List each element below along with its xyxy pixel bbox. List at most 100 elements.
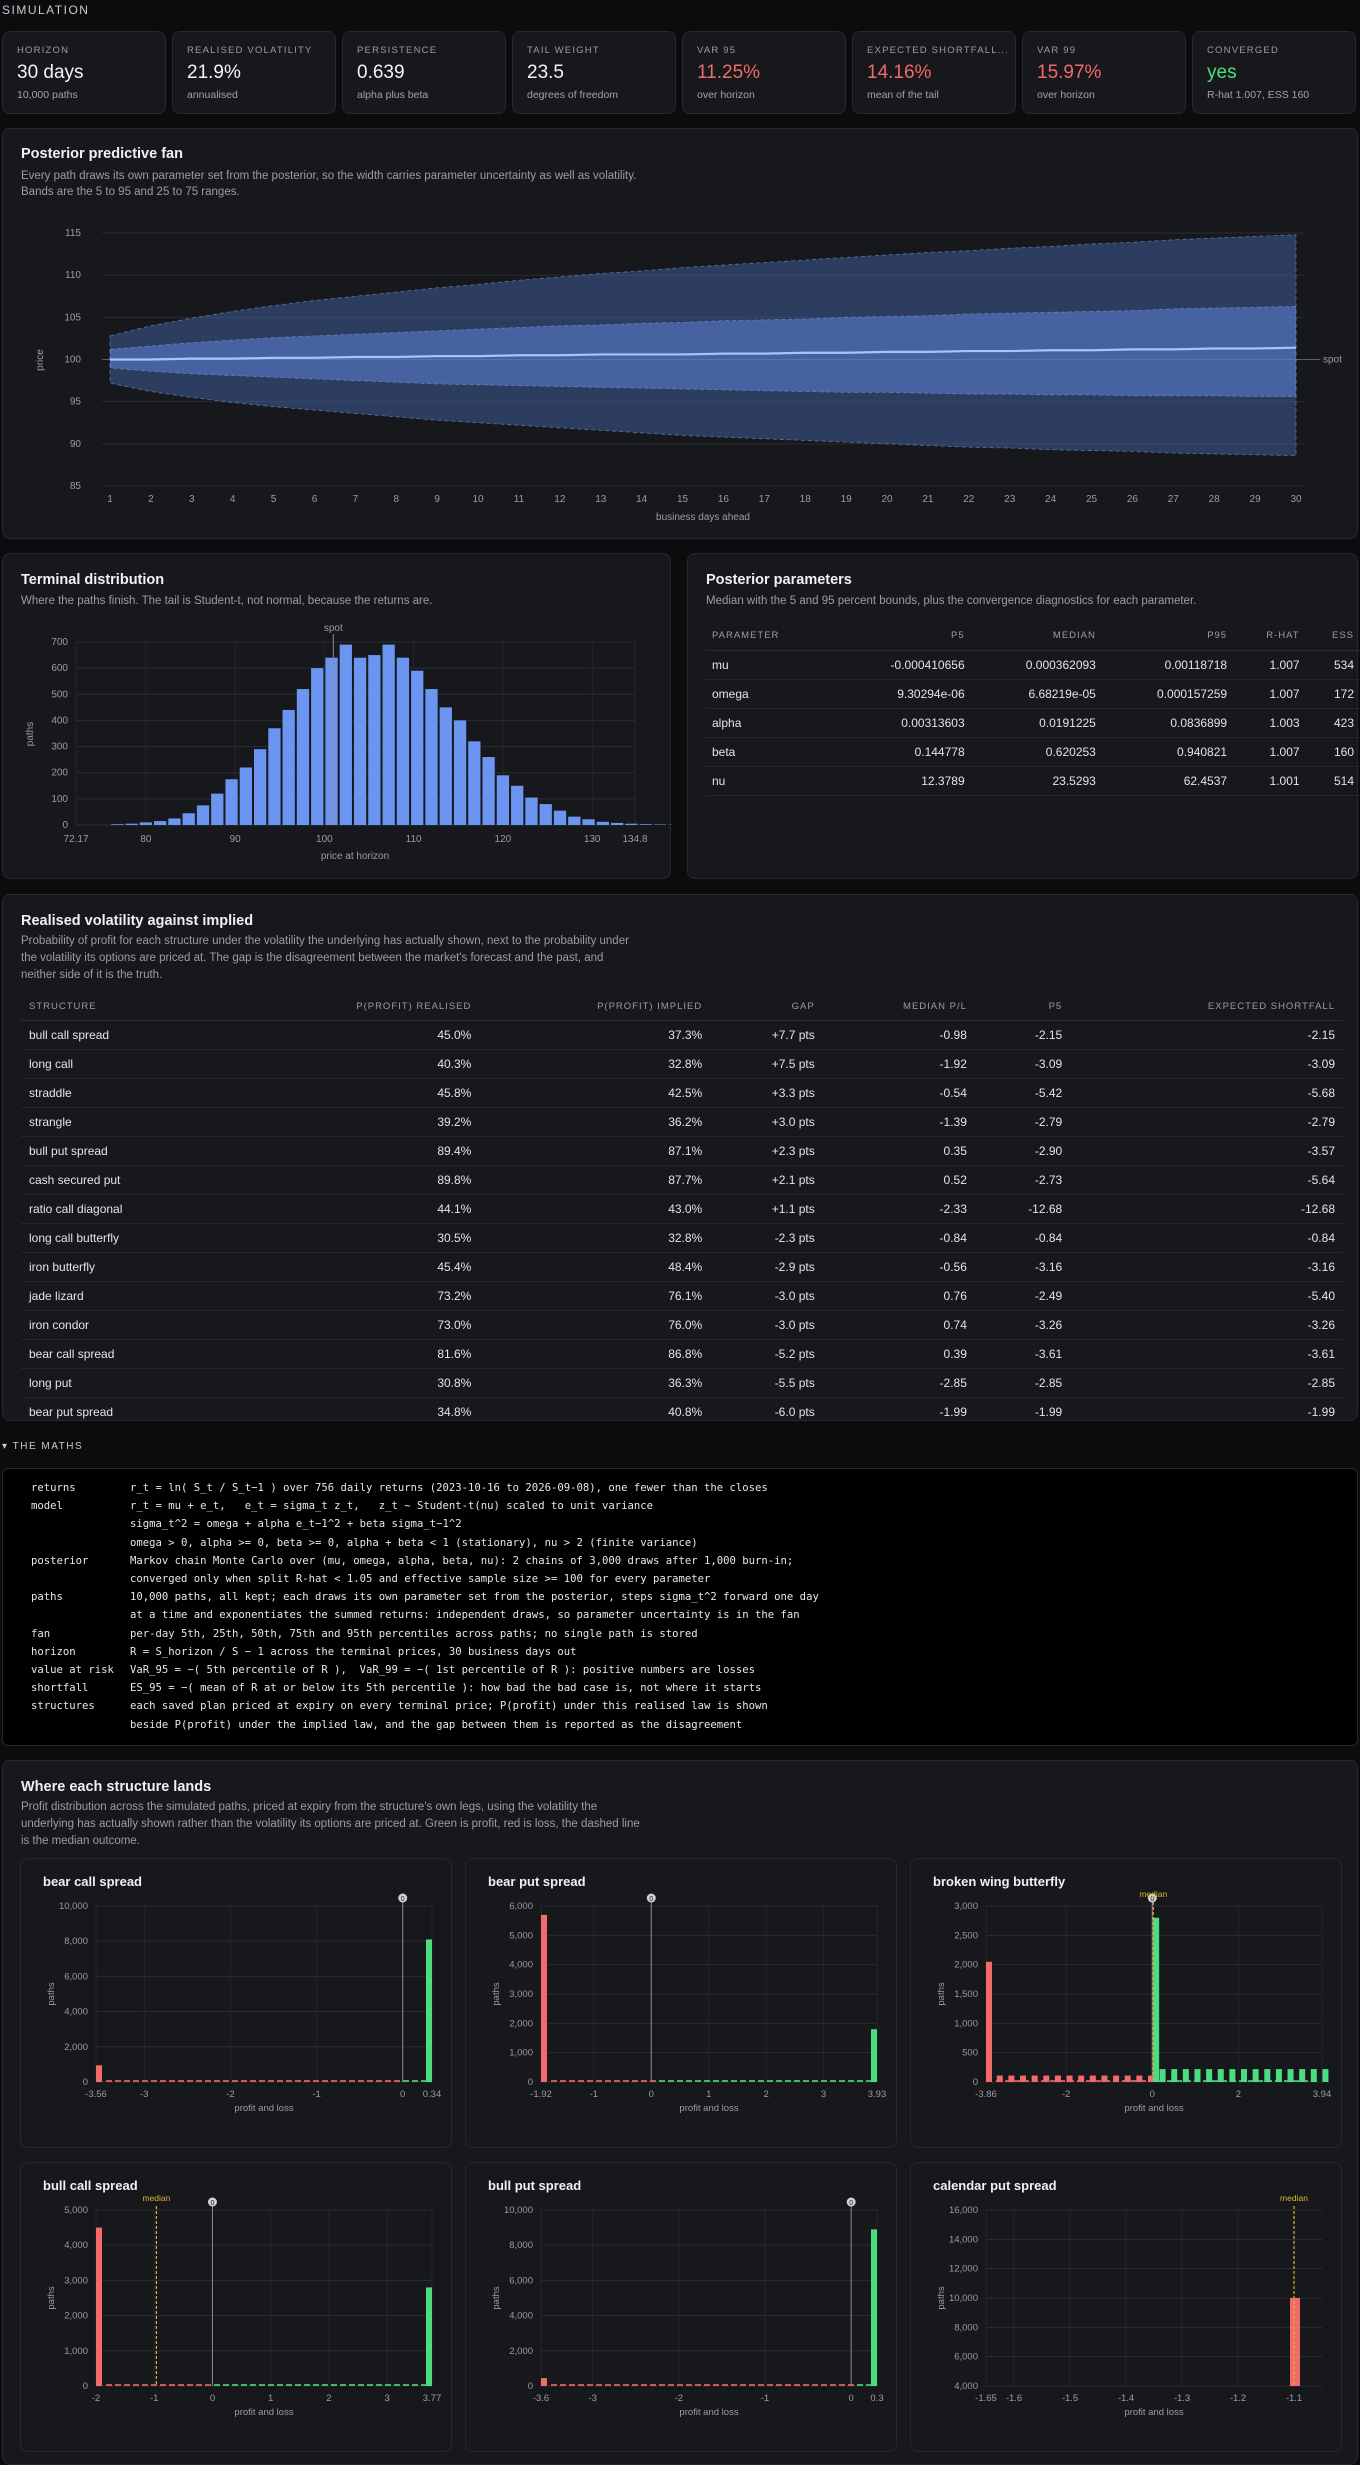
vol-cell: +2.3 pts	[710, 1136, 823, 1166]
histogram-bar	[1089, 2075, 1096, 2082]
x-tick-label: -2	[1062, 2089, 1070, 2100]
stat-value: 15.97%	[1037, 62, 1102, 83]
lands-title: Where each structure lands	[21, 1779, 212, 1795]
median-label: median	[1280, 2193, 1308, 2203]
stat-value: 23.5	[527, 62, 564, 83]
y-tick-label: 1,000	[954, 2018, 978, 2029]
y-tick-label: 1,000	[509, 2048, 533, 2059]
y-axis-label: paths	[46, 1982, 57, 2005]
y-tick-label: 4,000	[509, 1960, 533, 1971]
histogram-bar	[525, 797, 538, 825]
histogram-bar	[196, 2384, 202, 2386]
histogram-bar	[178, 2080, 184, 2082]
histogram-bar	[1066, 2075, 1073, 2082]
vol-cell: +7.7 pts	[710, 1020, 823, 1050]
y-tick-label: 0	[62, 820, 68, 831]
x-tick-label: -3.56	[85, 2089, 107, 2100]
x-axis-label: profit and loss	[1124, 2103, 1183, 2114]
histogram-bar	[767, 2384, 773, 2386]
y-tick-label: 4,000	[509, 2311, 533, 2322]
histogram-bar	[1050, 2080, 1056, 2082]
histogram-bar	[511, 785, 524, 825]
histogram-bar	[196, 2080, 202, 2082]
structure-chart-title: bull put spread	[488, 2178, 582, 2193]
histogram-bar	[385, 2384, 391, 2386]
x-tick-label: 8	[393, 494, 399, 505]
maths-value: sigma_t^2 = omega + alpha e_t−1^2 + beta…	[130, 1518, 462, 1531]
histogram-bar	[421, 2080, 427, 2082]
histogram-bar	[211, 793, 224, 825]
vol-cell: 32.8%	[479, 1049, 711, 1079]
x-tick-label: 3	[821, 2089, 826, 2100]
histogram-bar	[1078, 2075, 1085, 2082]
histogram-bar	[96, 2065, 102, 2082]
vol-cell: -2.73	[974, 1165, 1071, 1195]
table-row: bear call spread 81.6% 86.8% -5.2 pts 0.39 -3…	[21, 1339, 1343, 1369]
vol-header: P(PROFIT) IMPLIED	[479, 993, 711, 1021]
stat-label: EXPECTED SHORTFALL...	[867, 45, 1007, 56]
x-tick-label: -3.86	[975, 2089, 997, 2100]
x-tick-label: 2	[326, 2393, 331, 2404]
y-tick-label: 6,000	[509, 2275, 533, 2286]
vol-cell: -1.99	[822, 1397, 975, 1420]
x-tick-label: 9	[434, 494, 440, 505]
stat-sub: annualised	[187, 89, 238, 101]
x-tick-label: 80	[140, 834, 152, 845]
posterior-cell: 172	[1305, 679, 1360, 709]
histogram-bar	[839, 2080, 845, 2082]
histogram-bar	[1140, 2080, 1146, 2082]
histogram-bar	[821, 2384, 827, 2386]
posterior-header: ESS	[1305, 622, 1360, 651]
vol-cell: -3.26	[1070, 1310, 1343, 1340]
histogram-bar	[154, 821, 167, 825]
x-tick-label: 27	[1168, 494, 1180, 505]
histogram-bar	[496, 775, 510, 825]
histogram-bar	[411, 670, 424, 825]
table-row: nu 12.3789 23.5293 62.4537 1.001 514	[706, 766, 1360, 796]
x-tick-label: 19	[841, 494, 853, 505]
histogram-bar	[659, 2080, 665, 2082]
histogram-bar	[403, 2384, 409, 2386]
x-tick-label: 11	[514, 494, 525, 505]
histogram-bar	[1005, 2080, 1011, 2082]
table-row: jade lizard 73.2% 76.1% -3.0 pts 0.76 -2.49 -5…	[21, 1281, 1343, 1311]
vol-cell: 37.3%	[479, 1020, 711, 1050]
y-tick-label: 3,000	[954, 1901, 978, 1912]
histogram-bar	[382, 644, 395, 825]
x-tick-label: 3.77	[423, 2393, 442, 2404]
vol-cell: 39.2%	[229, 1107, 480, 1137]
histogram-bar	[749, 2384, 755, 2386]
histogram-bar	[160, 2384, 166, 2386]
histogram-bar	[106, 2080, 112, 2082]
table-row: iron butterfly 45.4% 48.4% -2.9 pts -0.56 -3.…	[21, 1252, 1343, 1282]
y-tick-label: 10,000	[59, 1901, 88, 1912]
vol-cell: -3.57	[1070, 1136, 1343, 1166]
histogram-bar	[331, 2080, 337, 2082]
histogram-bar	[1031, 2075, 1038, 2082]
posterior-cell: 0.000362093	[970, 650, 1102, 680]
vol-cell: long put	[21, 1368, 230, 1398]
y-tick-label: 3,000	[509, 1989, 533, 2000]
vol-cell: bear put spread	[21, 1397, 230, 1420]
vol-cell: -1.92	[822, 1049, 975, 1079]
stat-label: REALISED VOLATILITY	[187, 45, 313, 56]
vol-cell: iron butterfly	[21, 1252, 230, 1282]
vol-cell: -3.16	[1070, 1252, 1343, 1282]
histogram-bar	[560, 2080, 566, 2082]
histogram-bar	[412, 2384, 418, 2386]
histogram-bar	[677, 2080, 683, 2082]
y-tick-label: 10,000	[949, 2293, 978, 2304]
vol-cell: -2.79	[974, 1107, 1071, 1137]
posterior-header: P95	[1101, 622, 1234, 651]
histogram-bar	[611, 822, 624, 825]
y-tick-label: 5,000	[509, 1930, 533, 1941]
table-row: cash secured put 89.8% 87.7% +2.1 pts 0.52 -2…	[21, 1165, 1343, 1195]
posterior-cell: 62.4537	[1101, 766, 1234, 796]
x-tick-label: 90	[230, 834, 242, 845]
maths-toggle[interactable]: ▾ THE MATHS	[2, 1441, 84, 1452]
histogram-bar	[1212, 2080, 1218, 2082]
x-tick-label: 100	[316, 834, 333, 845]
histogram-bar	[296, 689, 310, 825]
x-tick-label: 22	[963, 494, 975, 505]
vol-cell: 0.52	[822, 1165, 975, 1195]
